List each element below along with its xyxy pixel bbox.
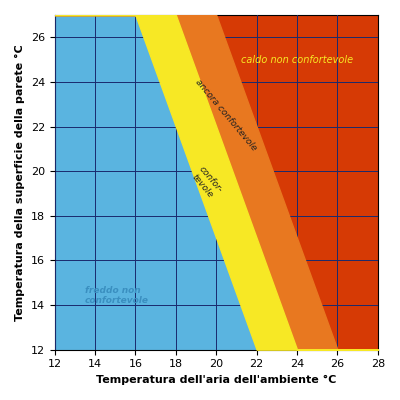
Y-axis label: Temperatura della superficie della parete °C: Temperatura della superficie della paret… [15,44,25,321]
Text: caldo non confortevole: caldo non confortevole [241,55,353,65]
X-axis label: Temperatura dell'aria dell'ambiente °C: Temperatura dell'aria dell'ambiente °C [96,375,336,385]
Text: ancora confortevole: ancora confortevole [194,78,259,153]
Text: freddo non
confortevole: freddo non confortevole [85,286,149,305]
Text: confor-
tevole: confor- tevole [189,164,224,200]
